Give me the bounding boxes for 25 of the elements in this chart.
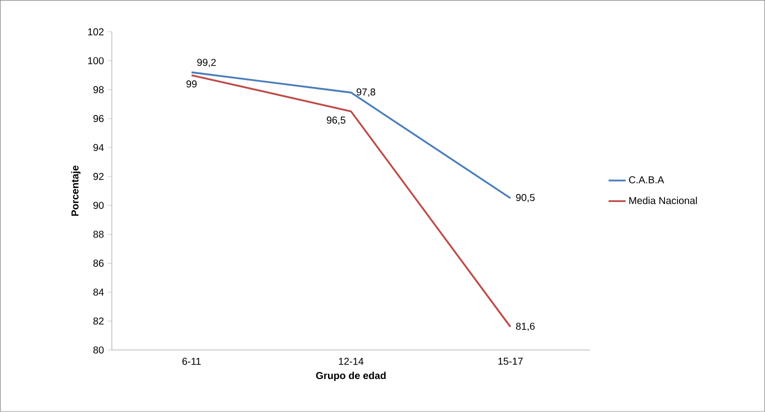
- y-tick-label: 86: [93, 260, 104, 267]
- y-tick-label: 98: [93, 86, 104, 94]
- y-tick-label: 92: [93, 172, 104, 180]
- y-axis-title: Porcentaje: [71, 166, 80, 216]
- y-tick-label: 82: [93, 318, 104, 325]
- legend-label: C.A.B.A: [629, 176, 664, 184]
- data-label: 99,2: [197, 58, 216, 68]
- x-tick-label: 6-11: [182, 358, 201, 365]
- y-tick-label: 90: [93, 202, 104, 209]
- y-tick-label: 80: [93, 346, 104, 354]
- data-label: 96,5: [326, 116, 346, 125]
- y-tick-label: 94: [93, 144, 104, 152]
- y-tick-label: 100: [88, 57, 104, 64]
- x-tick-label: 15-17: [498, 358, 523, 365]
- data-label: 81,6: [516, 322, 535, 332]
- data-label: 99: [186, 80, 197, 88]
- x-tick-label: 12-14: [338, 358, 364, 365]
- y-tick-label: 88: [93, 230, 104, 238]
- y-tick-label: 84: [93, 288, 104, 296]
- y-tick-label: 96: [93, 115, 104, 122]
- y-tick-label: 102: [88, 28, 104, 36]
- legend-label: Media Nacional: [629, 196, 697, 204]
- data-label: 90,5: [516, 194, 535, 202]
- data-label: 97,8: [356, 88, 376, 97]
- x-axis-title: Grupo de edad: [316, 372, 386, 382]
